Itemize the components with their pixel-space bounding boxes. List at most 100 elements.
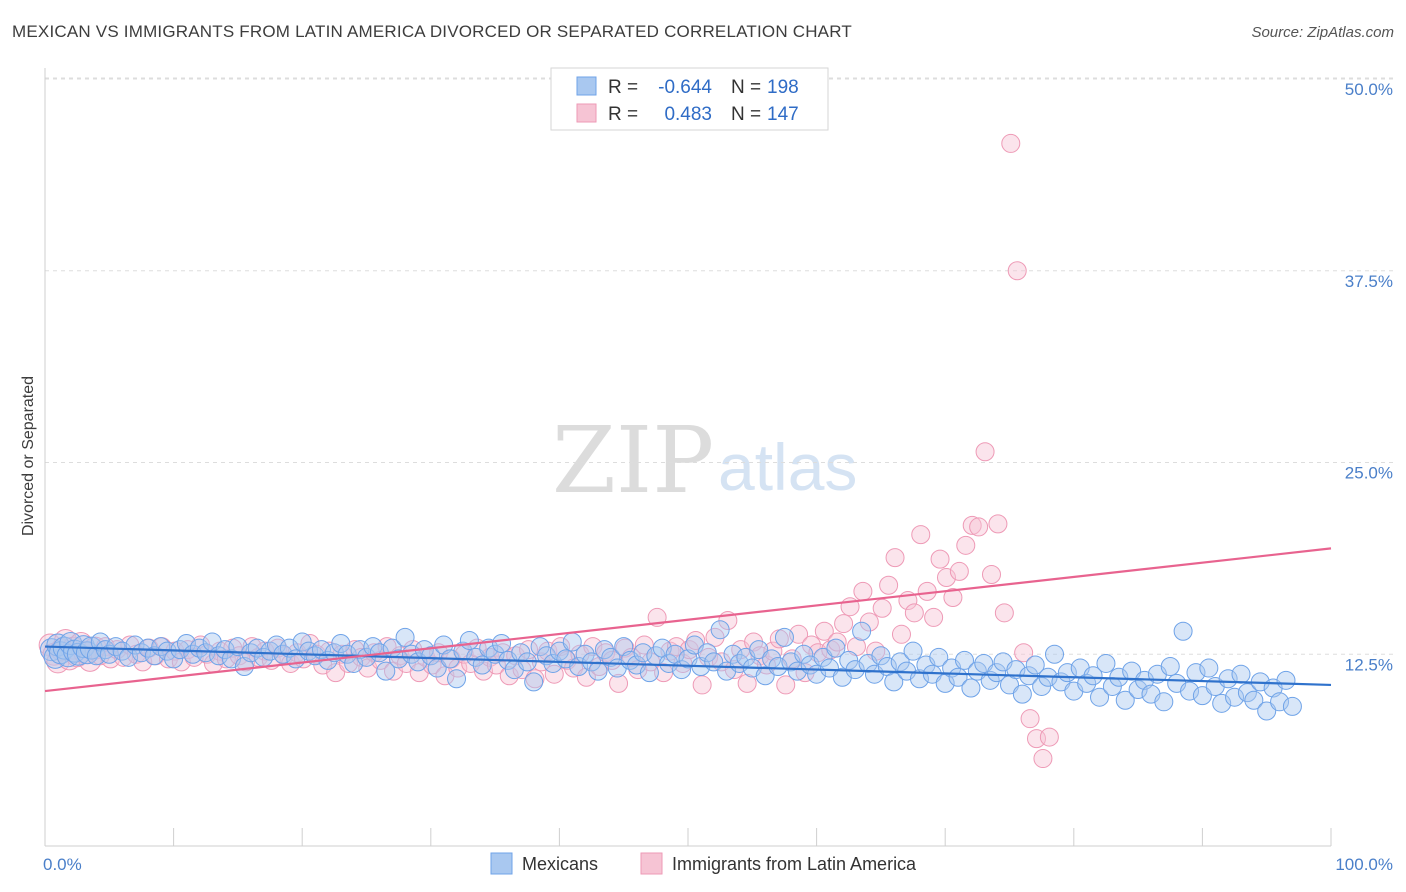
mexicans-point-193 [1244, 690, 1264, 710]
immigrants-point-45 [300, 634, 320, 654]
immigrants-point-49 [326, 663, 346, 683]
immigrants-point-155 [1007, 261, 1027, 281]
immigrants-point-154 [1001, 133, 1021, 153]
immigrants-point-136 [885, 548, 905, 568]
mexicans-point-189 [1218, 669, 1238, 689]
mexicans-point-169 [1090, 687, 1110, 707]
immigrants-point-113 [737, 673, 757, 693]
immigrants-point-134 [872, 598, 892, 618]
immigrants-point-148 [962, 515, 982, 535]
mexicans-point-175 [1128, 680, 1148, 700]
legend-n-value-immigrants: 147 [767, 104, 799, 125]
mexicans-point-91 [588, 661, 608, 681]
y-tick-label-3: 50.0% [1345, 80, 1393, 99]
legend-n-label-1: N = [731, 77, 761, 98]
immigrants-point-140 [911, 525, 931, 545]
immigrants-point-146 [949, 561, 969, 581]
immigrants-point-159 [1033, 749, 1053, 769]
mexicans-point-183 [1180, 681, 1200, 701]
legend-r-label-2: R = [608, 104, 638, 125]
mexicans-point-180 [1160, 657, 1180, 677]
immigrants-point-106 [692, 675, 712, 695]
mexicans-point-149 [961, 678, 981, 698]
immigrants-point-143 [930, 549, 950, 569]
immigrants-point-38 [255, 641, 275, 661]
mexicans-point-160 [1032, 676, 1052, 696]
mexicans-point-51 [331, 634, 351, 654]
mexicans-point-98 [633, 643, 653, 663]
mexicans-point-33 [215, 640, 235, 660]
x-tick-label-min: 0.0% [43, 855, 82, 874]
mexicans-point-186 [1199, 658, 1219, 678]
y-axis-title: Divorced or Separated [20, 376, 37, 536]
mexicans-point-182 [1173, 621, 1193, 641]
immigrants-point-160 [1039, 727, 1059, 747]
immigrants-point-128 [834, 614, 854, 634]
mexicans-point-27 [176, 634, 196, 654]
mexicans-point-45 [292, 632, 312, 652]
immigrants-point-94 [615, 638, 635, 658]
immigrants-point-152 [988, 514, 1008, 534]
mexicans-point-120 [774, 627, 794, 647]
mexicans-point-99 [639, 663, 659, 683]
mexicans-point-84 [543, 653, 563, 673]
mexicans-point-174 [1122, 661, 1142, 681]
legend-n-value-mexicans: 198 [767, 77, 799, 98]
immigrants-point-145 [943, 587, 963, 607]
immigrants-point-156 [1014, 643, 1034, 663]
immigrants-point-131 [853, 581, 873, 601]
bottom-legend-label-immigrants: Immigrants from Latin America [672, 854, 917, 874]
mexicans-point-15 [99, 644, 119, 664]
mexicans-point-141 [909, 669, 929, 689]
mexicans-point-198 [1276, 670, 1296, 690]
immigrants-point-147 [956, 535, 976, 555]
watermark-zip: ZIP [552, 407, 714, 514]
immigrants-point-127 [827, 632, 847, 652]
immigrants-point-80 [525, 669, 545, 689]
immigrants-point-137 [891, 624, 911, 644]
legend-r-value-mexicans: -0.644 [658, 77, 712, 98]
legend-r-value-immigrants: 0.483 [664, 104, 712, 125]
immigrants-point-25 [171, 652, 191, 672]
mexicans-trend-line [44, 645, 1332, 687]
bottom-legend-label-mexicans: Mexicans [522, 854, 598, 874]
mexicans-point-116 [749, 640, 769, 660]
mexicans-point-157 [1012, 684, 1032, 704]
mexicans-point-85 [549, 641, 569, 661]
immigrants-point-142 [924, 607, 944, 627]
mexicans-point-162 [1045, 644, 1065, 664]
mexicans-point-185 [1192, 686, 1212, 706]
immigrants-point-119 [776, 675, 796, 695]
immigrants-point-151 [981, 564, 1001, 584]
mexicans-point-148 [954, 650, 974, 670]
mexicans-point-138 [890, 652, 910, 672]
mexicans-point-170 [1096, 653, 1116, 673]
immigrants-point-93 [609, 673, 629, 693]
x-axis-ticks [44, 828, 1332, 846]
legend-swatch-immigrants [576, 103, 597, 123]
bottom-legend-swatch-mexicans [490, 852, 513, 875]
y-tick-labels: 12.5% 25.0% 37.5% 50.0% [1345, 80, 1393, 674]
immigrants-point-117 [763, 641, 783, 661]
mexicans-point-190 [1225, 687, 1245, 707]
stats-legend: R = -0.644 N = 198 R = 0.483 N = 147 [550, 67, 829, 131]
mexicans-point-144 [929, 647, 949, 667]
mexicans-point-117 [755, 666, 775, 686]
mexicans-point-153 [987, 663, 1007, 683]
mexicans-point-108 [697, 643, 717, 663]
immigrants-trend-line [44, 547, 1332, 693]
immigrants-point-125 [814, 621, 834, 641]
mexicans-point-82 [530, 637, 550, 657]
immigrants-point-135 [879, 575, 899, 595]
bottom-legend-swatch-immigrants [640, 852, 663, 875]
mexicans-point-195 [1257, 701, 1277, 721]
mexicans-point-93 [601, 647, 621, 667]
legend-n-label-2: N = [731, 104, 761, 125]
mexicans-point-150 [967, 661, 987, 681]
mexicans-point-71 [459, 630, 479, 650]
mexicans-point-110 [710, 620, 730, 640]
mexicans-point-179 [1154, 692, 1174, 712]
mexicans-point-22 [144, 646, 164, 666]
mexicans-point-60 [389, 649, 409, 669]
immigrants-point-88 [576, 667, 596, 687]
